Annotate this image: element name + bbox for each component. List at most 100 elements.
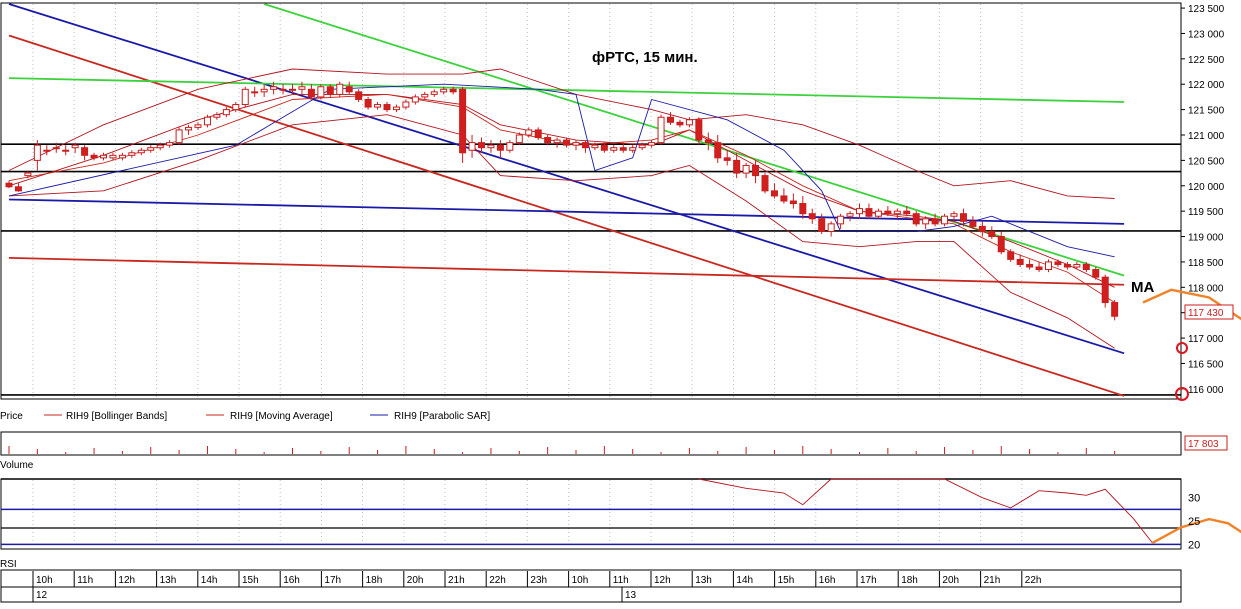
price-axis: 123 500 123 000 122 500 122 000 121 500 121 0… [1181, 4, 1225, 396]
time-label: 11h [77, 575, 93, 586]
time-label: 10h [36, 575, 53, 586]
candle-body [856, 208, 863, 215]
y-tick-label: 119 500 [1188, 207, 1224, 218]
candle-body [997, 236, 1005, 253]
candle-body [156, 144, 164, 149]
candle-body [865, 208, 873, 217]
last-price-value: 117 430 [1188, 308, 1224, 319]
candle-body [969, 220, 977, 227]
candle-body [922, 218, 930, 225]
time-label: 11h [613, 575, 629, 586]
candles [5, 81, 1119, 321]
candle-body [317, 86, 325, 98]
candle-body [770, 190, 778, 197]
candle-body [903, 210, 911, 215]
candle-body [62, 149, 70, 152]
ma-annotation: MA [1131, 279, 1154, 296]
y-tick-label: 120 500 [1188, 156, 1225, 167]
candle-body [24, 172, 32, 177]
time-label: 16h [283, 575, 300, 586]
y-tick-label: 123 500 [1188, 4, 1225, 15]
rsi-tick-label: 20 [1188, 539, 1200, 551]
candle-body [723, 157, 731, 161]
candle-body [912, 213, 920, 225]
moving-average-line [8, 93, 1115, 303]
trendlines [8, 3, 1125, 397]
rsi-tick-label: 30 [1188, 493, 1200, 505]
candle-body [487, 144, 495, 149]
candle-body [1082, 263, 1090, 271]
y-tick-label: 122 000 [1188, 80, 1225, 91]
candle-body [241, 88, 249, 106]
candle-body [468, 142, 476, 151]
time-label: 12h [118, 575, 135, 586]
grid [32, 4, 1023, 548]
candle-body [799, 203, 807, 215]
candle-body [1092, 269, 1100, 278]
y-tick-label: 118 500 [1188, 258, 1224, 269]
candle-body [430, 91, 438, 95]
candle-body [610, 147, 618, 151]
candle-body [402, 101, 410, 108]
candle-body [137, 149, 145, 154]
time-label: 13h [160, 575, 177, 586]
candle-body [345, 86, 353, 93]
candle-body [752, 164, 760, 177]
candle-body [553, 139, 561, 144]
candle-body [638, 144, 646, 149]
candle-body [90, 154, 98, 159]
volume-last-value: 17 803 [1188, 439, 1219, 450]
candle-body [1026, 263, 1034, 268]
time-label: 18h [901, 575, 918, 586]
rsi-line [698, 478, 1153, 544]
legend-price: Price [0, 411, 23, 422]
candle-body [874, 210, 882, 217]
candle-body [166, 142, 174, 146]
candle-body [71, 144, 79, 149]
candle-body [421, 93, 429, 98]
rsi-tick-label: 25 [1188, 516, 1200, 528]
date-label: 12 [36, 590, 48, 601]
candle-body [411, 96, 419, 103]
candle-body [1111, 302, 1119, 317]
candle-body [383, 104, 391, 111]
candle-body [657, 116, 665, 144]
time-label: 15h [242, 575, 259, 586]
candle-body [1054, 261, 1062, 265]
y-tick-label: 122 500 [1188, 55, 1225, 66]
candle-body [270, 86, 278, 90]
candle-body [1063, 263, 1071, 268]
target-circle-lower [1175, 387, 1189, 401]
candle-body [515, 134, 523, 144]
candle-body [827, 223, 835, 232]
candle-body [789, 200, 797, 205]
candle-body [14, 186, 22, 192]
candle-body [837, 215, 845, 225]
time-label: 22h [489, 575, 506, 586]
candle-body [818, 218, 826, 232]
candle-body [1045, 261, 1052, 271]
candle-body [203, 116, 211, 126]
target-circle-upper [1176, 342, 1188, 354]
candle-body [506, 142, 514, 151]
candle-body [619, 147, 627, 151]
candle-body [326, 86, 334, 95]
time-label: 13h [695, 575, 712, 586]
candle-body [780, 195, 788, 202]
time-label: 21h [448, 575, 465, 586]
legend-moving-average: RIH9 [Moving Average] [230, 411, 333, 422]
candle-body [336, 83, 344, 95]
candle-body [279, 88, 287, 91]
candle-body [213, 114, 221, 118]
last-price-tag [1184, 304, 1234, 320]
trendline [8, 256, 1125, 286]
candle-body [704, 139, 712, 144]
date-label: 13 [625, 590, 637, 601]
legend-bollinger: RIH9 [Bollinger Bands] [66, 411, 167, 422]
time-label: 21h [984, 575, 1001, 586]
candle-body [496, 144, 504, 151]
time-label: 15h [778, 575, 795, 586]
candle-body [733, 159, 741, 174]
candle-body [81, 147, 89, 156]
